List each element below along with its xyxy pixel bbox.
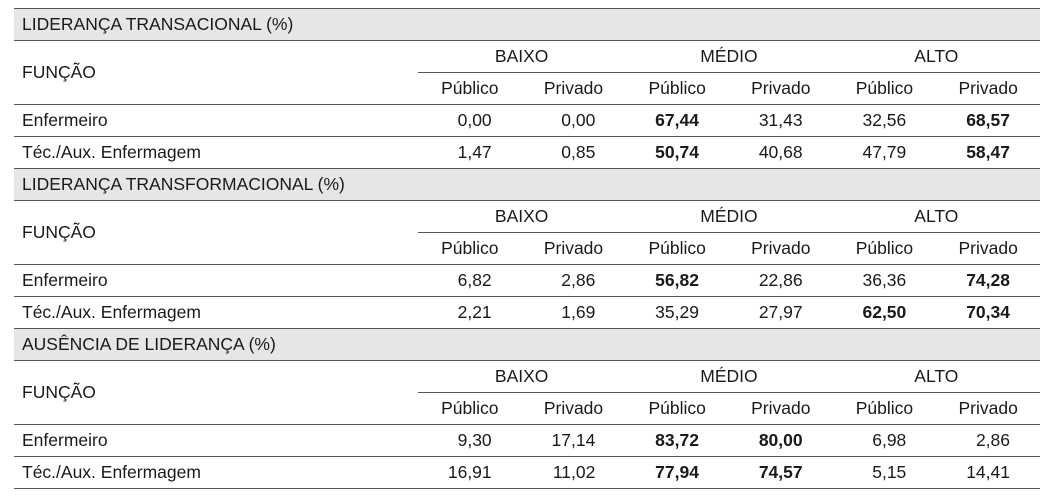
value-cell: 68,57: [936, 104, 1040, 137]
subheader: Privado: [936, 232, 1040, 265]
row-label: Téc./Aux. Enfermagem: [14, 456, 418, 489]
subheader: Privado: [728, 232, 833, 265]
value-cell: 58,47: [936, 136, 1040, 169]
value-cell: 6,82: [418, 264, 522, 297]
subheader-row: Público Privado Público Privado Público Priva…: [14, 72, 1040, 105]
subheader: Público: [625, 392, 729, 425]
value-cell: 9,30: [418, 424, 522, 457]
subheader: Público: [418, 392, 522, 425]
subheader: Público: [418, 72, 522, 105]
row-label: Téc./Aux. Enfermagem: [14, 136, 418, 169]
section-title-row: AUSÊNCIA DE LIDERANÇA (%): [14, 328, 1040, 361]
data-row: Enfermeiro 0,00 0,00 67,44 31,43 32,56 68,57: [14, 104, 1040, 137]
subheader: Público: [418, 232, 522, 265]
group-header: BAIXO: [418, 360, 626, 393]
value-cell: 77,94: [625, 456, 729, 489]
value-cell: 36,36: [832, 264, 937, 297]
value-cell: 2,21: [418, 296, 522, 329]
value-cell: 6,98: [832, 424, 937, 457]
value-cell: 0,85: [521, 136, 626, 169]
subheader: Privado: [728, 392, 833, 425]
function-header: FUNÇÃO: [14, 40, 418, 105]
group-header: MÉDIO: [625, 360, 833, 393]
value-cell: 1,69: [521, 296, 626, 329]
row-label: Téc./Aux. Enfermagem: [14, 296, 418, 329]
data-row: Téc./Aux. Enfermagem 2,21 1,69 35,29 27,97 62…: [14, 296, 1040, 329]
value-cell: 50,74: [625, 136, 729, 169]
value-cell: 80,00: [728, 424, 833, 457]
table-container: LIDERANÇA TRANSACIONAL (%) FUNÇÃO BAIXO MÉD…: [14, 8, 1040, 489]
value-cell: 83,72: [625, 424, 729, 457]
section-title-row: LIDERANÇA TRANSACIONAL (%): [14, 8, 1040, 41]
value-cell: 22,86: [728, 264, 833, 297]
subheader: Privado: [728, 72, 833, 105]
value-cell: 11,02: [521, 456, 626, 489]
group-header-row: FUNÇÃO BAIXO MÉDIO ALTO: [14, 40, 1040, 105]
section-title-row: LIDERANÇA TRANSFORMACIONAL (%): [14, 168, 1040, 201]
group-header: ALTO: [832, 40, 1040, 73]
value-cell: 14,41: [936, 456, 1040, 489]
section-title: AUSÊNCIA DE LIDERANÇA (%): [14, 328, 1040, 361]
value-cell: 2,86: [521, 264, 626, 297]
group-header: ALTO: [832, 200, 1040, 233]
group-header: MÉDIO: [625, 200, 833, 233]
subheader: Privado: [521, 72, 626, 105]
subheader-row: Público Privado Público Privado Público Priva…: [14, 232, 1040, 265]
section-title: LIDERANÇA TRANSACIONAL (%): [14, 8, 1040, 41]
value-cell: 0,00: [521, 104, 626, 137]
subheader: Público: [832, 72, 937, 105]
group-header: BAIXO: [418, 40, 626, 73]
group-header: ALTO: [832, 360, 1040, 393]
group-header: MÉDIO: [625, 40, 833, 73]
subheader: Privado: [936, 72, 1040, 105]
value-cell: 74,28: [936, 264, 1040, 297]
row-label: Enfermeiro: [14, 264, 418, 297]
value-cell: 70,34: [936, 296, 1040, 329]
value-cell: 5,15: [832, 456, 937, 489]
value-cell: 17,14: [521, 424, 626, 457]
leadership-table: LIDERANÇA TRANSACIONAL (%) FUNÇÃO BAIXO MÉD…: [14, 8, 1040, 489]
value-cell: 2,86: [936, 424, 1040, 457]
value-cell: 27,97: [728, 296, 833, 329]
value-cell: 16,91: [418, 456, 522, 489]
value-cell: 1,47: [418, 136, 522, 169]
value-cell: 47,79: [832, 136, 937, 169]
function-header: FUNÇÃO: [14, 200, 418, 265]
row-label: Enfermeiro: [14, 424, 418, 457]
subheader: Público: [625, 72, 729, 105]
subheader: Público: [625, 232, 729, 265]
data-row: Enfermeiro 9,30 17,14 83,72 80,00 6,98 2,86: [14, 424, 1040, 457]
table-body: LIDERANÇA TRANSACIONAL (%) FUNÇÃO BAIXO MÉD…: [14, 8, 1040, 489]
value-cell: 40,68: [728, 136, 833, 169]
group-header-row: FUNÇÃO BAIXO MÉDIO ALTO: [14, 200, 1040, 265]
subheader: Público: [832, 392, 937, 425]
data-row: Téc./Aux. Enfermagem 16,91 11,02 77,94 74,57…: [14, 456, 1040, 489]
group-header: BAIXO: [418, 200, 626, 233]
value-cell: 35,29: [625, 296, 729, 329]
value-cell: 32,56: [832, 104, 937, 137]
value-cell: 31,43: [728, 104, 833, 137]
value-cell: 74,57: [728, 456, 833, 489]
value-cell: 0,00: [418, 104, 522, 137]
data-row: Téc./Aux. Enfermagem 1,47 0,85 50,74 40,68 47…: [14, 136, 1040, 169]
subheader: Privado: [521, 392, 626, 425]
group-header-row: FUNÇÃO BAIXO MÉDIO ALTO: [14, 360, 1040, 425]
subheader: Privado: [936, 392, 1040, 425]
value-cell: 67,44: [625, 104, 729, 137]
value-cell: 56,82: [625, 264, 729, 297]
subheader: Privado: [521, 232, 626, 265]
subheader: Público: [832, 232, 937, 265]
value-cell: 62,50: [832, 296, 937, 329]
row-label: Enfermeiro: [14, 104, 418, 137]
function-header: FUNÇÃO: [14, 360, 418, 425]
section-title: LIDERANÇA TRANSFORMACIONAL (%): [14, 168, 1040, 201]
data-row: Enfermeiro 6,82 2,86 56,82 22,86 36,36 74,28: [14, 264, 1040, 297]
subheader-row: Público Privado Público Privado Público Priva…: [14, 392, 1040, 425]
